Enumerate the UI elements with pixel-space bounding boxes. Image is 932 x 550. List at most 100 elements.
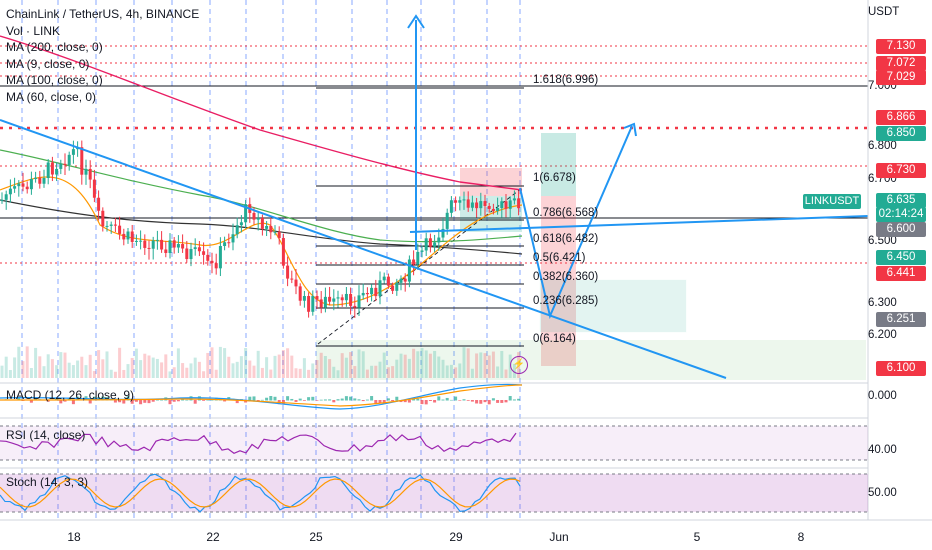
macd-histogram-bar <box>323 399 327 401</box>
macd-histogram-bar <box>424 400 428 405</box>
candle-body <box>38 177 42 184</box>
stoch-pane <box>0 473 868 513</box>
volume-bar <box>286 348 290 378</box>
candle-body <box>344 293 348 301</box>
candle-body <box>231 234 235 243</box>
macd-histogram-bar <box>252 396 256 401</box>
volume-bar <box>147 355 151 378</box>
candle-body <box>298 286 302 301</box>
candle-body <box>433 242 437 247</box>
candle-body <box>29 179 33 190</box>
volume-bar <box>445 365 449 378</box>
axis-tick: 6.500 <box>868 235 897 247</box>
volume-bar <box>487 355 491 378</box>
macd-histogram-bar <box>302 400 306 401</box>
volume-bar <box>302 358 306 378</box>
candlesticks[interactable] <box>0 140 521 318</box>
fib-label: 0(6.164) <box>533 333 576 345</box>
fib-label: 0.382(6.360) <box>533 271 599 283</box>
macd-histogram-bar <box>143 400 147 403</box>
volume-bar <box>185 367 189 378</box>
volume-bar <box>118 347 122 378</box>
rsi-label[interactable]: RSI (14, close) <box>6 428 86 442</box>
legend-vol[interactable]: Vol · LINK <box>6 23 61 38</box>
short-position-risk-zone[interactable] <box>460 168 522 196</box>
macd-histogram-bar <box>449 399 453 401</box>
stoch-label[interactable]: Stoch (14, 3, 3) <box>6 475 89 489</box>
legend-ma9[interactable]: MA (9, close, 0) <box>6 56 90 71</box>
candle-body <box>189 249 193 260</box>
candle-body <box>252 212 256 220</box>
price-tag-6866: 6.866 <box>876 110 926 125</box>
candle-body <box>386 276 390 286</box>
volume-bar <box>298 368 302 378</box>
macd-histogram-bar <box>151 400 155 402</box>
legend-ma200[interactable]: MA (200, close, 0) <box>6 40 103 55</box>
ticker-tag[interactable]: LINKUSDT <box>803 194 861 209</box>
volume-bar <box>105 351 109 378</box>
candle-body <box>445 212 449 229</box>
long-position-loss-zone[interactable] <box>541 196 576 366</box>
macd-histogram-bar <box>118 400 122 403</box>
macd-histogram-bar <box>307 397 311 401</box>
candle-body <box>424 238 428 251</box>
volume-bar <box>256 350 260 378</box>
volume-bar <box>395 359 399 378</box>
volume-bar <box>424 350 428 378</box>
macd-histogram-bar <box>479 400 483 404</box>
volume-bar <box>357 349 361 378</box>
volume-bar <box>130 357 134 378</box>
candle-body <box>277 231 281 239</box>
macd-histogram-bar <box>126 396 130 401</box>
price-tag-7072: 7.072 <box>876 56 926 71</box>
candle-body <box>202 251 206 255</box>
candle-body <box>84 168 88 175</box>
candle-body <box>130 231 134 242</box>
macd-histogram-bar <box>67 397 71 401</box>
candle-body <box>113 224 117 226</box>
axis-currency[interactable]: USDT <box>868 6 900 18</box>
volume-bar <box>50 359 54 378</box>
demand-zone[interactable] <box>540 280 686 332</box>
macd-histogram-bar <box>256 400 260 402</box>
volume-bar <box>88 354 92 378</box>
macd-label[interactable]: MACD (12, 26, close, 9) <box>6 388 135 402</box>
candle-body <box>235 225 239 235</box>
candle-body <box>437 237 441 243</box>
lightning-icon[interactable]: ⚡ <box>510 356 528 374</box>
candle-body <box>370 287 374 295</box>
macd-histogram-bar <box>416 398 420 401</box>
long-position-profit-zone[interactable] <box>541 133 576 196</box>
candle-body <box>491 208 495 211</box>
candle-body <box>118 225 122 234</box>
legend-ma60[interactable]: MA (60, close, 0) <box>6 89 97 104</box>
macd-histogram-bar <box>286 396 290 401</box>
ascending-trendline[interactable] <box>409 215 869 233</box>
descending-trendline[interactable] <box>0 119 727 379</box>
macd-histogram-bar <box>168 400 172 405</box>
macd-histogram-bar <box>265 397 269 401</box>
macd-histogram-bar <box>462 399 466 401</box>
legend-ma100[interactable]: MA (100, close, 0) <box>6 73 103 88</box>
price-projection-path[interactable] <box>519 125 633 320</box>
candle-body <box>273 231 277 233</box>
candle-body <box>374 287 378 297</box>
candle-body <box>302 296 306 301</box>
volume-bar <box>491 351 495 378</box>
candle-body <box>517 198 521 209</box>
macd-histogram-bar <box>420 400 424 405</box>
candle-body <box>160 239 164 250</box>
macd-histogram-bar <box>483 400 487 403</box>
rsi-axis-value: 40.00 <box>868 444 897 456</box>
candle-body <box>50 162 54 175</box>
macd-histogram-bar <box>206 399 210 401</box>
candle-body <box>218 246 222 269</box>
candle-body <box>88 168 92 180</box>
volume-bar <box>55 365 59 378</box>
macd-histogram-bar <box>407 400 411 403</box>
candle-body <box>378 280 382 297</box>
candle-body <box>307 296 311 312</box>
symbol-title[interactable]: ChainLink / TetherUS, 4h, BINANCE <box>6 7 200 21</box>
volume-bar <box>454 367 458 378</box>
